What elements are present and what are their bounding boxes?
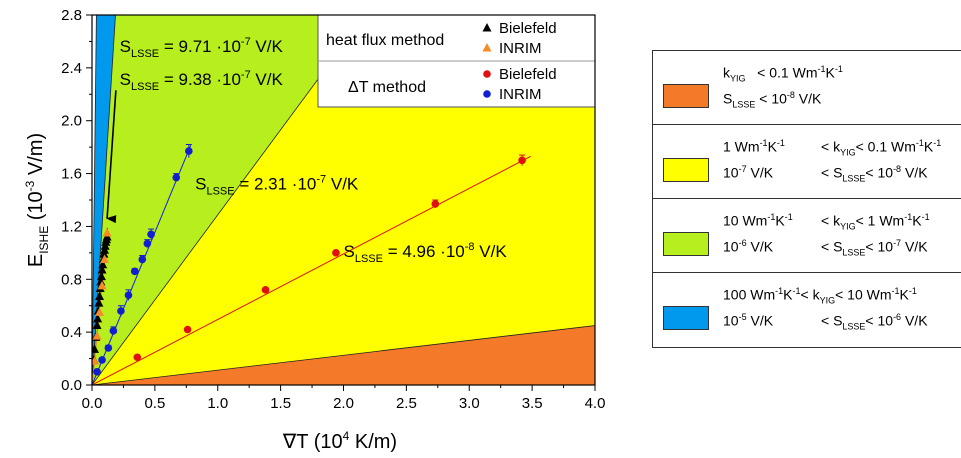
data-point-series-3 (185, 147, 193, 155)
key-row-green: 10 Wm-1K-1 < kYIG< 1 Wm-1K-1 10-6 V/K < SL… (653, 199, 961, 273)
legend-marker (482, 23, 492, 32)
x-tick-label: 1.5 (270, 395, 291, 412)
legend-marker (483, 70, 491, 78)
key-green-line1: 10 Wm-1K-1 < kYIG< 1 Wm-1K-1 (723, 212, 930, 232)
key-green-line2: 10-6 V/K < SLSSE< 10-7 V/K (723, 238, 928, 258)
y-tick-label: 0.4 (61, 324, 82, 341)
slope-annotation-2: SLSSE = 2.31 ·10-7 V/K (195, 173, 359, 197)
legend-group1-title: heat flux method (326, 32, 444, 49)
data-point-series-3 (93, 367, 101, 376)
y-tick-label: 2.8 (61, 7, 82, 24)
swatch-yellow (663, 158, 709, 182)
legend-label: Bielefeld (499, 20, 557, 37)
data-point-series-3 (124, 291, 133, 299)
fit-line-2 (92, 155, 531, 385)
key-row-blue: 100 Wm-1K-1< kYIG< 10 Wm-1K-1 10-5 V/K < … (653, 273, 961, 347)
key-row-orange: kYIG < 0.1 Wm-1K-1 SLSSE < 10-8 V/K (653, 51, 961, 125)
data-point-series-2 (332, 249, 340, 257)
data-point-series-2 (183, 325, 192, 334)
x-tick-label: 3.0 (459, 395, 480, 412)
y-tick-label: 0.0 (61, 377, 82, 394)
data-point-series-1 (97, 280, 107, 290)
data-point-series-0 (97, 265, 107, 274)
legend-marker (482, 43, 492, 52)
data-point-series-1 (100, 254, 110, 263)
x-tick-label: 2.0 (333, 395, 354, 412)
data-point-series-0 (98, 259, 108, 269)
annotations: SLSSE = 9.71 ·10-7 V/K SLSSE = 9.38 ·10-7… (106, 36, 508, 265)
y-tick-label: 1.6 (61, 166, 82, 183)
data-point-series-3 (143, 239, 152, 248)
data-point-series-0 (92, 344, 100, 353)
data-point-series-3 (117, 307, 125, 315)
legend-label: INRIM (499, 86, 542, 103)
x-tick-label: 2.5 (396, 395, 417, 412)
data-point-series-1 (92, 331, 102, 340)
data-point-series-1 (102, 228, 112, 237)
region-orange (92, 325, 595, 385)
x-tick-label: 0.5 (144, 395, 165, 412)
data-point-series-3 (104, 344, 113, 352)
slope-annotation-0: SLSSE = 9.71 ·10-7 V/K (120, 36, 284, 60)
y-tick-label: 2.0 (61, 113, 82, 130)
slope-annotation-1: SLSSE = 9.38 ·10-7 V/K (120, 69, 284, 93)
data-point-series-0 (93, 313, 103, 323)
swatch-green (663, 232, 709, 256)
swatch-orange (663, 84, 709, 108)
data-points (92, 144, 526, 376)
swatch-blue (663, 306, 709, 330)
data-point-series-1 (95, 307, 105, 316)
y-tick-label: 2.4 (61, 60, 82, 77)
slope-annotation-3: SLSSE = 4.96 ·10-8 V/K (344, 241, 508, 265)
key-yellow-line2: 10-7 V/K < SLSSE< 10-8 V/K (723, 164, 928, 184)
legend-group2-title: ΔT method (348, 79, 426, 96)
data-point-series-2 (431, 200, 440, 208)
data-point-series-3 (98, 356, 106, 364)
y-tick-label: 1.2 (61, 218, 82, 235)
legend: heat flux method ΔT method Bielefeld INRIM B… (317, 14, 596, 108)
key-orange-line1: kYIG < 0.1 Wm-1K-1 (723, 64, 843, 84)
x-tick-label: 1.0 (207, 395, 228, 412)
data-point-series-2 (261, 286, 270, 294)
data-point-series-2 (133, 353, 142, 362)
y-axis-label: EISHE (10-3 V/m) (23, 133, 51, 267)
data-point-series-3 (130, 267, 139, 276)
data-point-series-1 (92, 356, 100, 365)
data-point-series-0 (96, 271, 106, 281)
y-tick-label: 0.8 (61, 271, 82, 288)
legend-label: Bielefeld (499, 66, 557, 83)
key-yellow-line1: 1 Wm-1K-1 < kYIG< 0.1 Wm-1K-1 (723, 138, 942, 158)
data-point-series-3 (172, 173, 181, 182)
data-point-series-3 (147, 230, 155, 239)
key-orange-line2: SLSSE < 10-8 V/K (723, 90, 822, 110)
legend-marker (483, 90, 491, 98)
legend-label: INRIM (499, 40, 542, 57)
key-blue-line2: 10-5 V/K < SLSSE< 10-6 V/K (723, 312, 928, 332)
x-axis-label: ∇T (104 K/m) (282, 429, 397, 453)
data-point-series-0 (92, 320, 102, 330)
key-row-yellow: 1 Wm-1K-1 < kYIG< 0.1 Wm-1K-1 10-7 V/K < S… (653, 125, 961, 199)
conductivity-key-table: kYIG < 0.1 Wm-1K-1 SLSSE < 10-8 V/K 1 Wm… (652, 50, 961, 348)
key-blue-line1: 100 Wm-1K-1< kYIG< 10 Wm-1K-1 (723, 286, 917, 306)
data-point-series-2 (518, 156, 526, 165)
x-tick-label: 4.0 (585, 395, 606, 412)
axes: 0.0 0.5 1.0 1.5 2.0 2.5 3.0 3.5 4.0 0.0 0.4 0.8 1.2 1… (61, 7, 605, 412)
data-point-series-0 (95, 291, 105, 300)
x-tick-label: 0.0 (82, 395, 103, 412)
data-point-series-3 (138, 255, 147, 264)
pointer-arrow (106, 90, 117, 224)
data-point-series-3 (109, 327, 118, 335)
x-tick-label: 3.5 (522, 395, 543, 412)
data-point-series-0 (94, 298, 104, 307)
